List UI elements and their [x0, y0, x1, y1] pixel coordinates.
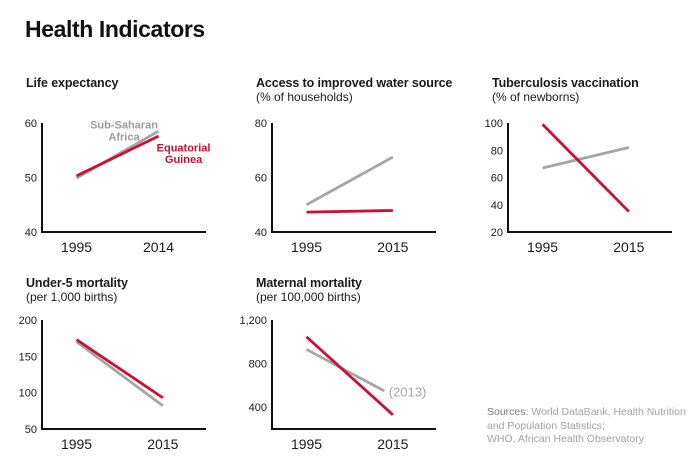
x-tick-label: 2015	[377, 436, 408, 452]
y-tick-label: 20	[491, 227, 503, 239]
x-tick-label: 2015	[613, 239, 644, 255]
x-tick-label: 1995	[527, 239, 558, 255]
y-tick-label: 40	[491, 200, 503, 212]
chart-under5-mortality: Under-5 mortality (per 1,000 births) 50 100…	[16, 276, 241, 456]
chart-title: Life expectancy	[26, 76, 119, 90]
y-tick-label: 40	[25, 227, 37, 239]
series-line-equatorial-guinea	[541, 123, 630, 213]
axis-lines	[271, 320, 436, 430]
axis-lines	[41, 123, 206, 233]
x-tick-label: 1995	[61, 239, 92, 255]
x-tick-label: 2015	[147, 436, 178, 452]
chart-plot-tuberculosis-vaccination: 20 40 60 80 100 1995 2015	[485, 118, 672, 255]
chart-life-expectancy: Life expectancy 40 50 60 1995 2014 Sub-Saharan…	[16, 76, 241, 256]
chart-subtitle: (per 1,000 births)	[26, 290, 118, 304]
sources-label: Sources:	[487, 406, 529, 418]
sources-text-1: World DataBank, Health Nutrition	[531, 406, 686, 418]
series-line-sub-saharan-africa	[75, 340, 164, 407]
chart-subtitle: (% of households)	[256, 90, 353, 104]
y-tick-label: 400	[249, 402, 267, 414]
x-tick-label: 1995	[291, 436, 322, 452]
y-tick-label: 60	[255, 173, 267, 185]
series-line-sub-saharan-africa	[305, 155, 394, 206]
chart-title: Maternal mortality	[256, 276, 362, 290]
chart-title: Tuberculosis vaccination	[492, 76, 639, 90]
chart-subtitle: (per 100,000 births)	[256, 290, 361, 304]
y-tick-label: 80	[491, 145, 503, 157]
y-tick-label: 150	[19, 351, 37, 363]
axis-lines	[507, 123, 672, 233]
y-tick-label: 80	[255, 118, 267, 130]
y-tick-label: 800	[249, 359, 267, 371]
series-line-equatorial-guinea	[75, 338, 164, 399]
annotation-label: Guinea	[165, 154, 203, 166]
annotation-label: Equatorial	[157, 142, 211, 154]
annotation-label: Africa	[108, 131, 140, 143]
series-line-equatorial-guinea	[305, 335, 394, 416]
y-tick-label: 100	[19, 388, 37, 400]
series-line-equatorial-guinea	[306, 209, 393, 214]
chart-tuberculosis-vaccination: Tuberculosis vaccination (% of newborns) 2…	[482, 76, 700, 256]
chart-title: Access to improved water source	[256, 76, 453, 90]
chart-water-access: Access to improved water source (% of hou…	[246, 76, 471, 256]
chart-plot-under5-mortality: 50 100 150 200 1995 2015	[19, 315, 206, 452]
chart-plot-maternal-mortality: 400 800 1,200 1995 2015 (2013)	[239, 315, 436, 452]
axis-lines	[271, 123, 436, 233]
series-line-sub-saharan-africa	[542, 146, 630, 170]
chart-plot-water-access: 40 60 80 1995 2015	[255, 118, 436, 255]
x-tick-label: 2014	[143, 239, 174, 255]
sources-line-1: Sources: World DataBank, Health Nutritio…	[487, 406, 692, 420]
y-tick-label: 60	[25, 118, 37, 130]
y-tick-label: 1,200	[239, 315, 267, 327]
sources-line-2: and Population Statistics;	[487, 419, 605, 432]
axis-lines	[41, 320, 206, 430]
y-tick-label: 200	[19, 315, 37, 327]
x-tick-label: 2015	[377, 239, 408, 255]
sources-line-3: WHO, African Health Observatory	[487, 433, 644, 445]
y-tick-label: 100	[485, 118, 503, 130]
annotation-label: (2013)	[389, 384, 427, 399]
y-tick-label: 50	[25, 424, 37, 436]
sources-note: Sources: World DataBank, Health Nutritio…	[487, 406, 692, 447]
x-tick-label: 1995	[291, 239, 322, 255]
page-title: Health Indicators	[25, 16, 205, 42]
y-tick-label: 50	[25, 173, 37, 185]
y-tick-label: 60	[491, 173, 503, 185]
y-tick-label: 40	[255, 227, 267, 239]
annotation-label: Sub-Saharan	[90, 119, 158, 131]
x-tick-label: 1995	[61, 436, 92, 452]
series-line-equatorial-guinea	[75, 134, 160, 178]
chart-title: Under-5 mortality	[26, 276, 128, 290]
chart-subtitle: (% of newborns)	[492, 90, 580, 104]
chart-maternal-mortality: Maternal mortality (per 100,000 births) 40…	[239, 276, 471, 456]
